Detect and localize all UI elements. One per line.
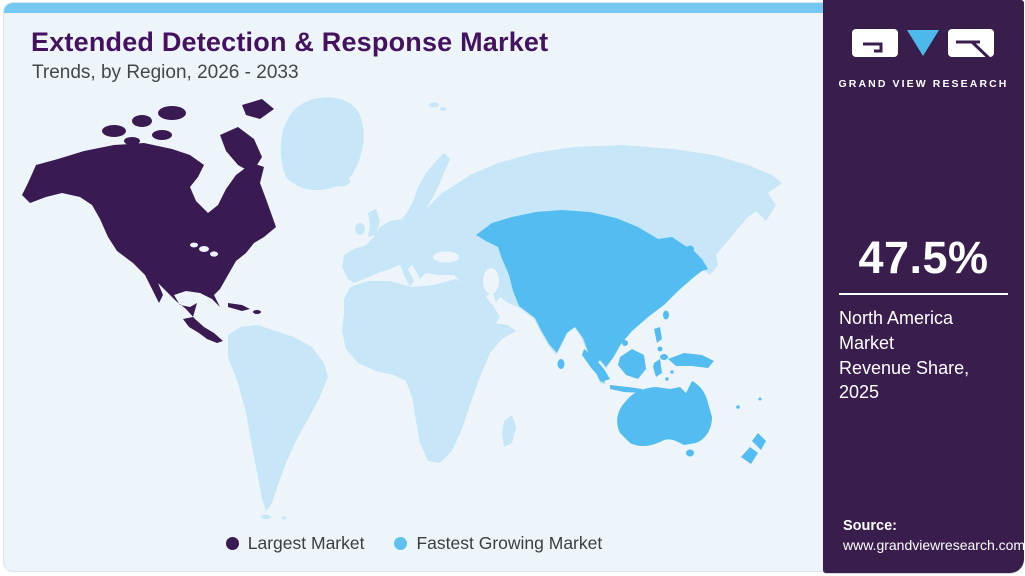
- region-japan-hokkaido: [686, 245, 694, 253]
- region-arctic-island-4: [152, 130, 172, 140]
- grand-view-research-logo: GRAND VIEW RESEARCH: [823, 25, 1024, 90]
- great-lakes-2: [210, 251, 218, 257]
- region-new-caledonia: [736, 405, 740, 409]
- region-java: [610, 385, 642, 393]
- region-africa: [342, 279, 516, 463]
- region-arctic-island-2: [132, 115, 152, 127]
- black-sea: [433, 251, 459, 263]
- sidebar-panel: GRAND VIEW RESEARCH 47.5% North America …: [823, 0, 1025, 573]
- legend-item-largest-market: Largest Market: [225, 533, 365, 554]
- stat-divider: [839, 293, 1008, 295]
- logo-wordmark: GRAND VIEW RESEARCH: [838, 78, 1009, 90]
- region-asia-pacific: [476, 210, 708, 383]
- infographic-card: Extended Detection & Response Market Tre…: [3, 2, 824, 572]
- gvr-logo-icon: [851, 29, 994, 63]
- region-svalbard-2: [440, 107, 446, 111]
- stat-label-line1: North America Market: [839, 308, 954, 353]
- region-borneo: [618, 349, 646, 379]
- region-moluccas: [665, 377, 669, 381]
- region-south-america: [228, 325, 328, 511]
- region-sulawesi: [653, 359, 662, 377]
- region-ireland: [355, 223, 365, 235]
- region-new-guinea: [668, 353, 714, 368]
- region-philippines-luzon: [654, 327, 662, 343]
- region-cuba: [228, 303, 250, 311]
- region-arctic-island: [102, 125, 126, 137]
- region-philippines-visayas: [657, 346, 663, 352]
- region-tierra-del-fuego: [261, 514, 271, 520]
- region-falklands: [281, 516, 287, 520]
- region-sri-lanka: [557, 359, 565, 369]
- region-australia: [617, 381, 712, 447]
- region-new-zealand-north: [752, 433, 766, 450]
- region-arctic-island-3: [158, 106, 186, 120]
- map-legend: Largest Market Fastest Growing Market: [4, 533, 824, 554]
- world-map: [14, 91, 814, 527]
- region-sumatra: [582, 349, 610, 381]
- page-title: Extended Detection & Response Market: [31, 27, 549, 57]
- region-north-america: [22, 143, 276, 343]
- source-label: Source:: [843, 518, 897, 534]
- region-tasmania: [686, 449, 694, 457]
- region-greenland: [280, 97, 364, 191]
- largest-market-dot-icon: [225, 537, 239, 550]
- legend-item-fastest-growing-market: Fastest Growing Market: [394, 533, 602, 554]
- region-iceland: [332, 175, 350, 187]
- source-url: www.grandviewresearch.com: [843, 537, 1025, 553]
- region-philippines-mindanao: [660, 354, 668, 360]
- great-lakes: [199, 246, 209, 252]
- caspian-sea: [483, 268, 499, 294]
- legend-label: Fastest Growing Market: [416, 533, 603, 553]
- region-united-kingdom: [368, 209, 380, 237]
- page-subtitle: Trends, by Region, 2026 - 2033: [32, 62, 299, 83]
- fastest-growing-market-dot-icon: [394, 537, 408, 550]
- region-madagascar: [502, 415, 516, 447]
- region-svalbard: [429, 102, 439, 108]
- region-new-zealand-south: [741, 447, 758, 464]
- region-baffin-island: [220, 127, 262, 173]
- source-block: Source: www.grandviewresearch.com: [843, 518, 1025, 553]
- great-lakes-3: [190, 242, 198, 248]
- stat-value: 47.5%: [858, 232, 989, 283]
- region-arctic-island-5: [124, 137, 140, 145]
- stat-callout: 47.5% North America Market Revenue Share…: [839, 232, 1008, 405]
- region-japan-honshu: [672, 254, 696, 281]
- top-accent-bar: [4, 3, 824, 13]
- legend-label: Largest Market: [247, 533, 365, 553]
- region-fiji: [758, 397, 762, 401]
- region-hainan: [622, 340, 628, 346]
- region-ellesmere-island: [242, 99, 274, 119]
- region-japan-kyushu: [667, 280, 673, 286]
- region-taiwan: [663, 310, 669, 320]
- stat-label-line2: Revenue Share, 2025: [839, 357, 970, 403]
- region-moluccas-2: [670, 370, 674, 374]
- region-hispaniola: [253, 310, 261, 314]
